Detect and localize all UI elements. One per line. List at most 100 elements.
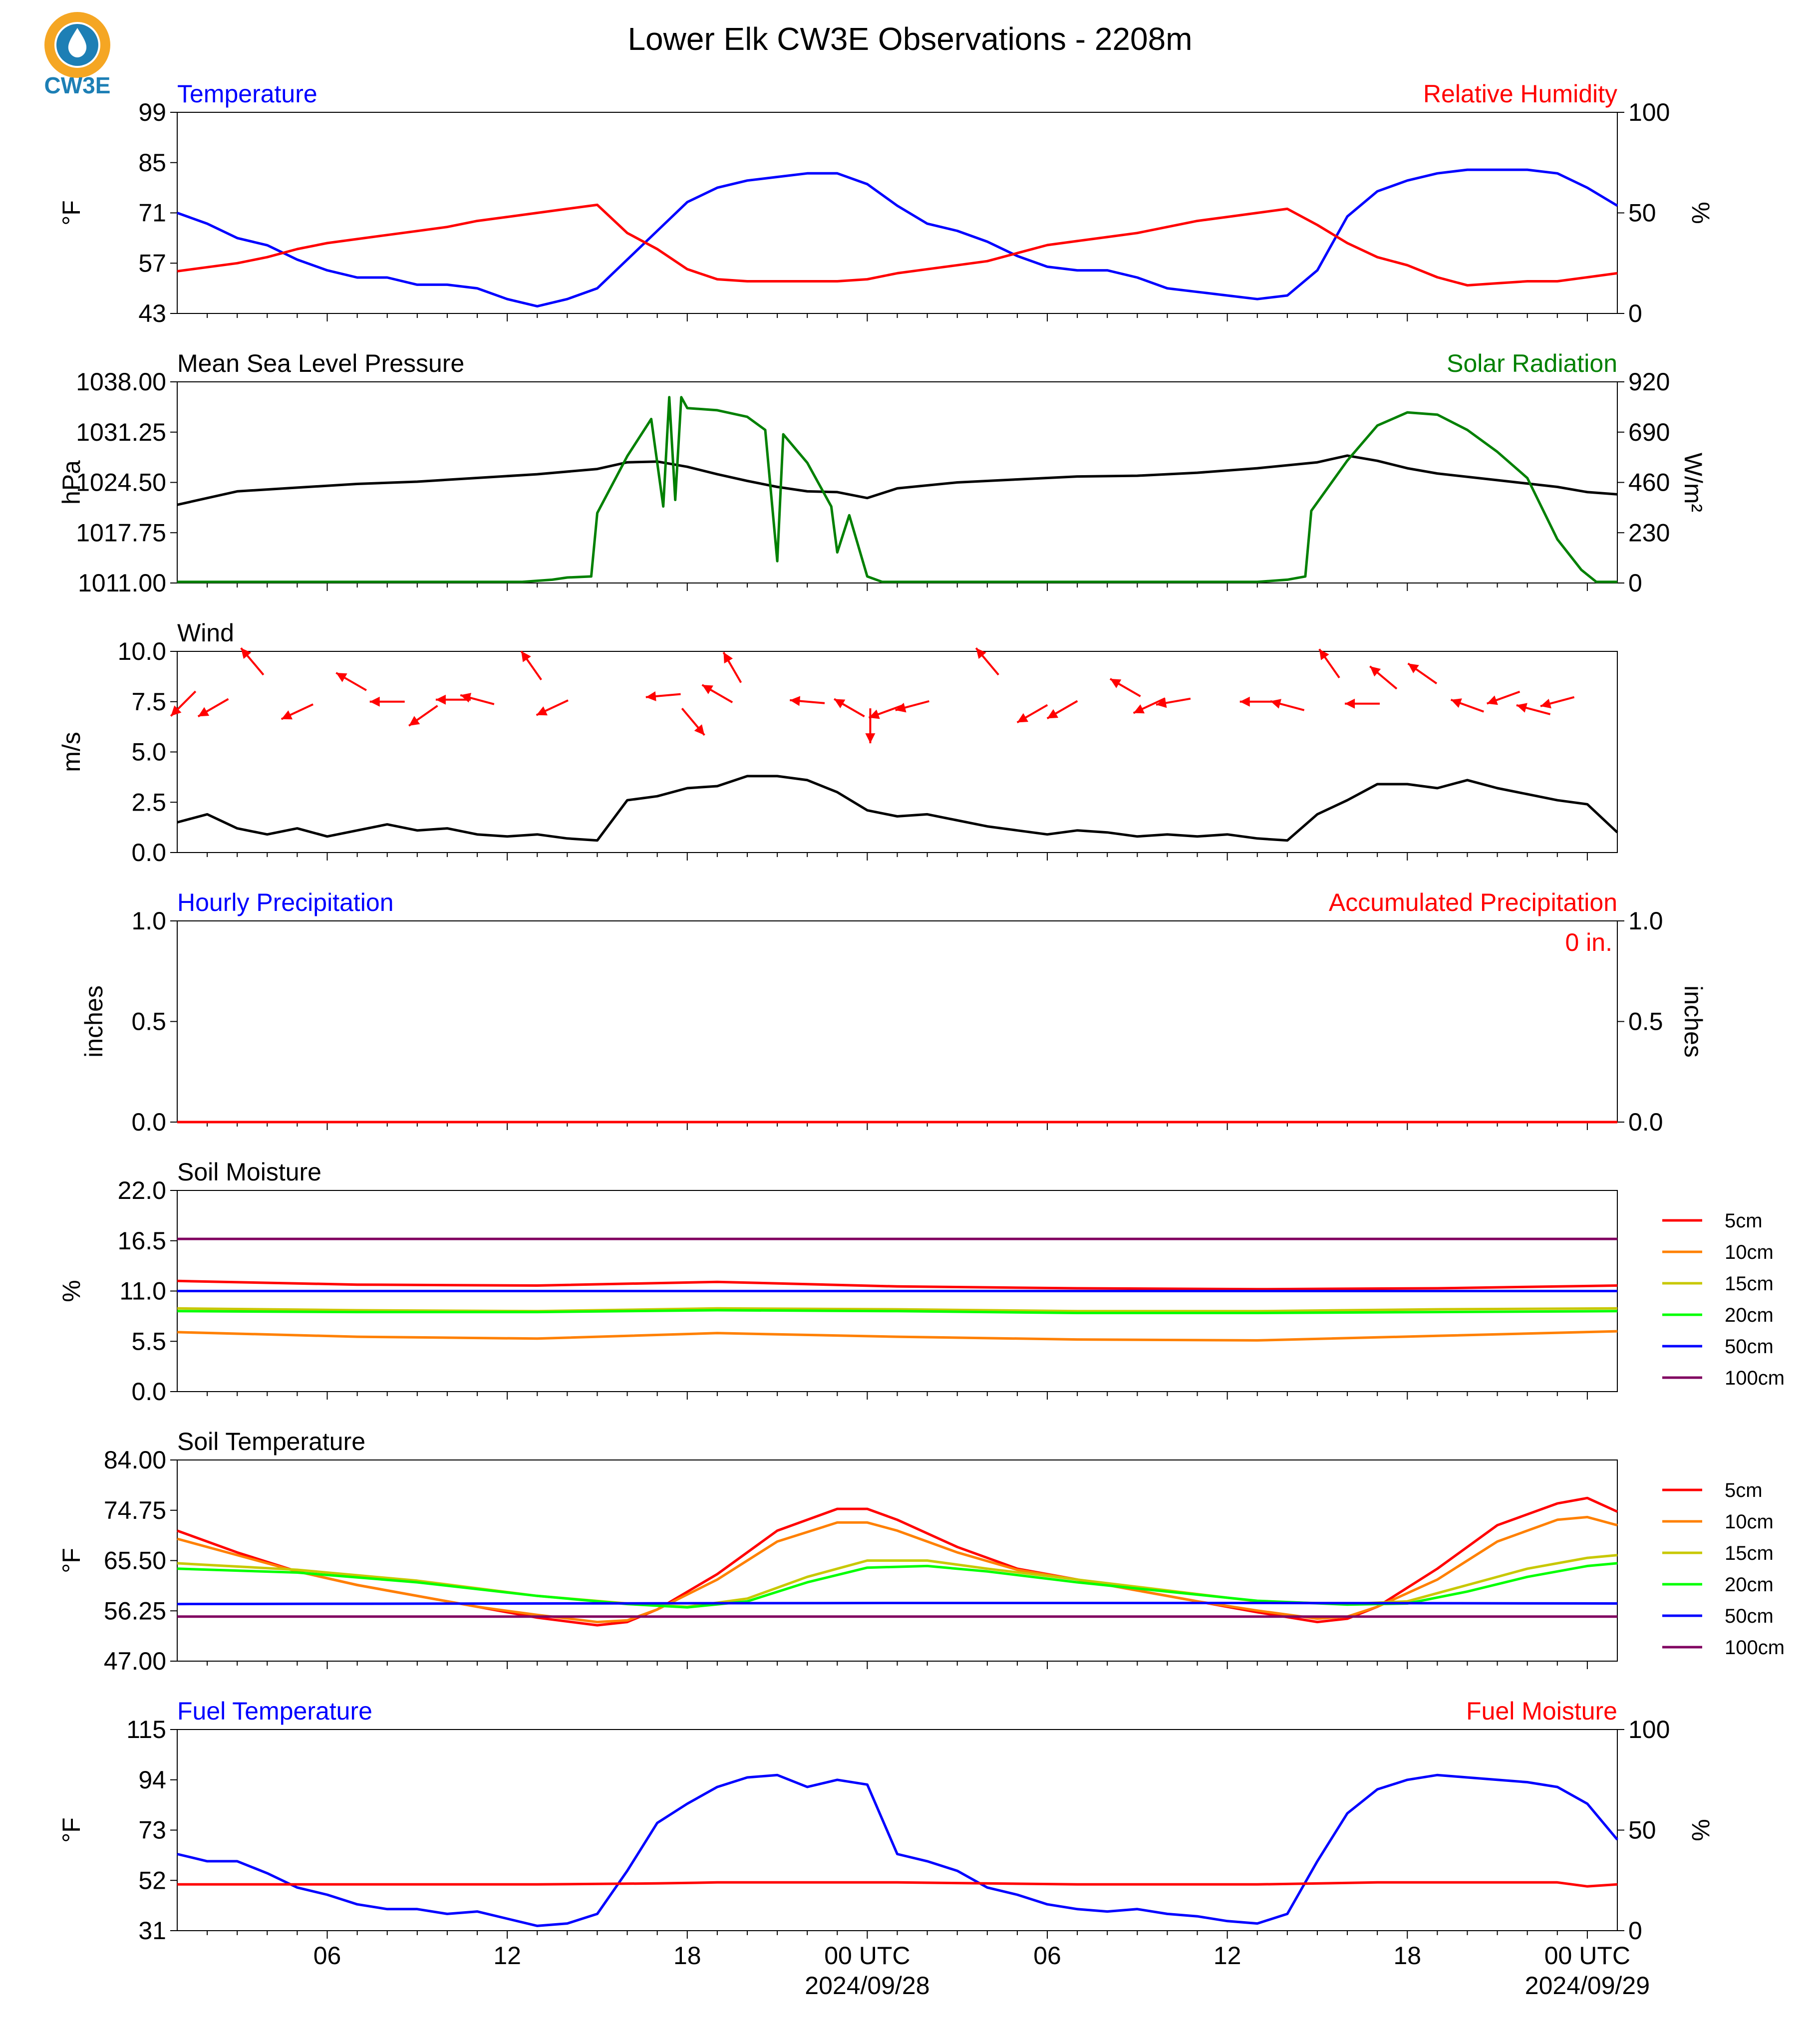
accumulated-annotation: 0 in. — [1565, 928, 1612, 956]
panels: Temperature Relative Humidity 43 57 71 85 99 0 5… — [57, 80, 1715, 1945]
legend-label: 50cm — [1725, 1605, 1774, 1627]
y-axis-label-left: m/s — [57, 732, 85, 772]
y-tick-label-left: 71 — [138, 199, 166, 227]
y-tick-label-left: 94 — [138, 1766, 166, 1794]
wind-arrow — [408, 705, 438, 727]
y-tick-label-left: 57 — [138, 249, 166, 277]
wind-arrow — [335, 672, 367, 691]
legend-label: 5cm — [1725, 1210, 1763, 1232]
wind-arrow — [1156, 697, 1191, 708]
y-tick-label-right: 230 — [1628, 519, 1670, 547]
series-line — [177, 1773, 1618, 1927]
wind-arrow — [1516, 703, 1551, 715]
panel-pressure-solar: Mean Sea Level Pressure Solar Radiation 10… — [57, 349, 1707, 597]
wind-arrow — [975, 647, 999, 676]
y-tick-label-right: 100 — [1628, 98, 1670, 126]
legend-label: 15cm — [1725, 1273, 1774, 1295]
wind-arrow — [1345, 698, 1380, 709]
wind-arrow — [369, 696, 405, 707]
series-line-10cm — [177, 1330, 1618, 1342]
panel-title-right: Relative Humidity — [1423, 80, 1617, 108]
legends: 5cm10cm15cm20cm50cm100cm5cm10cm15cm20cm5… — [1662, 1210, 1785, 1659]
y-tick-label-right: 0 — [1628, 1917, 1642, 1945]
y-tick-label-left: 5.0 — [131, 738, 166, 766]
wind-arrow — [240, 647, 265, 676]
legend-soil-temperature: 5cm 10cm 15cm 20cm 50cm 100cm — [1662, 1479, 1785, 1659]
legend-label: 20cm — [1725, 1574, 1774, 1596]
legend-label: 10cm — [1725, 1241, 1774, 1263]
logo-drop-icon — [68, 28, 87, 57]
panel-soil-moisture: Soil Moisture 0.0 5.5 11.0 16.5 22.0% — [57, 1158, 1618, 1406]
x-tick-label: 00 UTC — [1544, 1942, 1630, 1970]
y-tick-label-left: 10.0 — [118, 637, 166, 665]
y-tick-label-left: 2.5 — [131, 788, 166, 816]
x-tick-label: 06 — [313, 1942, 341, 1970]
panel-temperature-humidity: Temperature Relative Humidity 43 57 71 85 99 0 5… — [57, 80, 1715, 327]
series-line-5cm — [177, 1279, 1618, 1291]
series-line — [177, 396, 1617, 583]
wind-arrow — [895, 700, 929, 713]
y-tick-label-left: 1017.75 — [76, 519, 166, 547]
wind-arrow — [722, 651, 742, 683]
legend-soil-moisture: 5cm 10cm 15cm 20cm 50cm 100cm — [1662, 1210, 1785, 1389]
wind-arrow — [520, 650, 542, 681]
panel-title-left: Wind — [177, 619, 234, 647]
y-tick-label-right: 460 — [1628, 469, 1670, 497]
y-tick-label-left: 0.0 — [131, 839, 166, 867]
wind-arrow — [1318, 648, 1340, 678]
series-line-15cm — [177, 1307, 1618, 1313]
y-tick-label-right: 50 — [1628, 1816, 1656, 1844]
wind-arrow — [701, 684, 733, 703]
y-axis-label-right: % — [1687, 1819, 1715, 1841]
wind-arrow — [645, 691, 681, 701]
y-tick-label-left: 7.5 — [131, 688, 166, 716]
wind-arrow — [1239, 696, 1275, 707]
y-tick-label-right: 690 — [1628, 418, 1670, 446]
wind-arrow — [435, 694, 471, 705]
legend-label: 10cm — [1725, 1511, 1774, 1533]
x-tick-label: 12 — [493, 1942, 521, 1970]
legend-label: 20cm — [1725, 1304, 1774, 1326]
wind-arrow — [536, 699, 569, 716]
series-line — [177, 1881, 1618, 1888]
y-axis-label-left: inches — [80, 985, 108, 1058]
y-tick-label-right: 0.5 — [1628, 1008, 1663, 1036]
y-tick-label-left: 0.0 — [131, 1378, 166, 1406]
y-tick-label-left: 85 — [138, 149, 166, 177]
panel-title-left: Soil Temperature — [177, 1428, 365, 1455]
panel-wind: Wind 0.0 2.5 5.0 7.5 10.0 m/s — [57, 619, 1618, 867]
y-tick-label-left: 43 — [138, 299, 166, 327]
wind-arrow — [1450, 698, 1485, 713]
wind-arrow — [681, 707, 705, 736]
x-tick-label: 18 — [673, 1942, 701, 1970]
x-tick-label: 12 — [1213, 1942, 1241, 1970]
y-tick-label-left: 52 — [138, 1866, 166, 1894]
y-axis-label-left: °F — [57, 1548, 85, 1573]
panel-title-right: Accumulated Precipitation — [1329, 888, 1617, 916]
series-line — [177, 203, 1618, 287]
wind-arrow — [1133, 697, 1166, 714]
wind-arrow — [1540, 696, 1575, 709]
wind-arrow — [1487, 690, 1520, 705]
y-tick-label-left: 1011.00 — [78, 569, 166, 597]
y-axis-label-left: % — [57, 1280, 85, 1302]
legend-label: 100cm — [1725, 1367, 1785, 1389]
panel-title-left: Fuel Temperature — [177, 1697, 372, 1725]
legend-label: 100cm — [1725, 1637, 1785, 1659]
y-axis-label-left: hPa — [57, 460, 85, 505]
series-line — [177, 168, 1618, 308]
panel-title-right: Solar Radiation — [1447, 349, 1617, 377]
wind-arrow — [790, 696, 825, 706]
wind-arrow — [281, 703, 313, 720]
y-axis-label-right: % — [1687, 202, 1715, 224]
panel-title-left: Temperature — [177, 80, 317, 108]
series-line — [177, 775, 1618, 842]
legend-label: 50cm — [1725, 1336, 1774, 1358]
y-tick-label-left: 11.0 — [119, 1277, 166, 1305]
y-tick-label-left: 1024.50 — [76, 469, 166, 497]
cw3e-logo: CW3E — [44, 12, 110, 98]
y-tick-label-left: 47.00 — [104, 1647, 166, 1675]
wind-arrow — [1109, 678, 1141, 697]
wind-arrow — [197, 698, 229, 718]
